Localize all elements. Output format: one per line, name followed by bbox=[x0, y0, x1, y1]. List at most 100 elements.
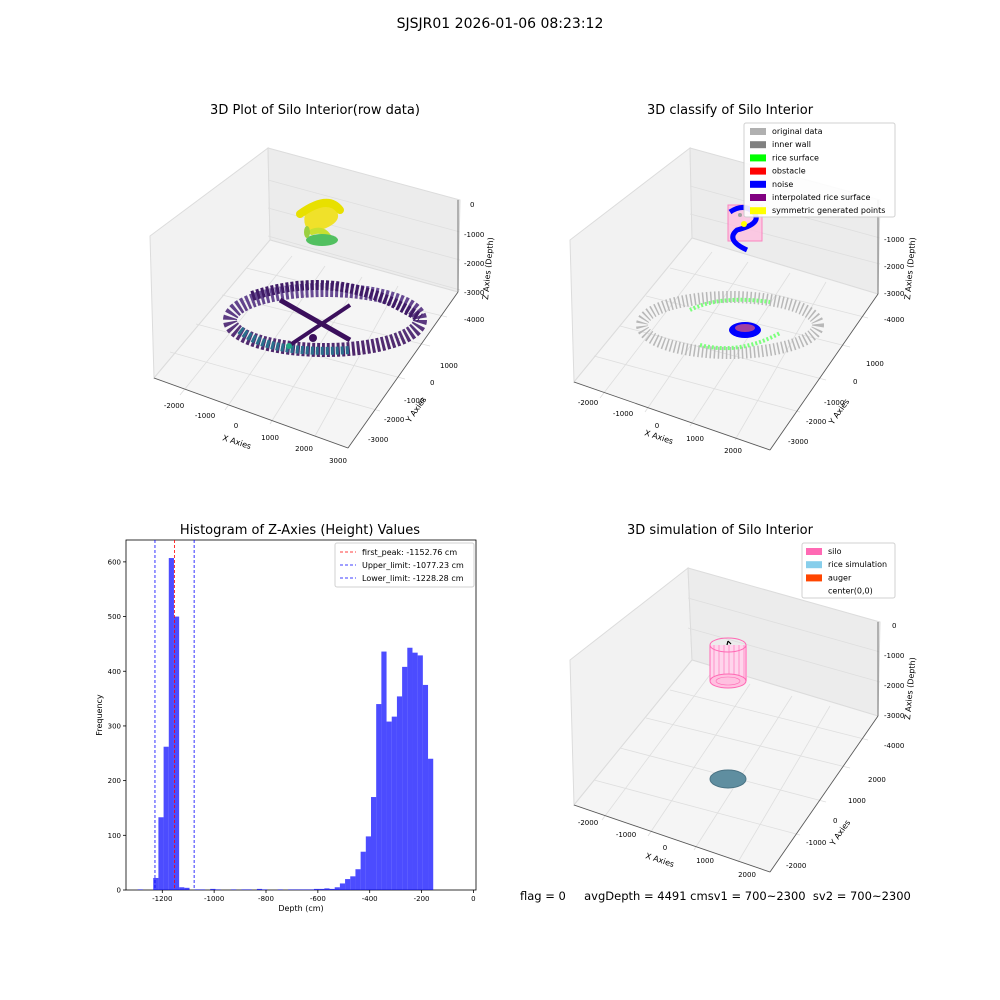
histogram-bar bbox=[158, 817, 164, 890]
p4-xlabel: X Axies bbox=[644, 851, 675, 869]
p1-ytick: 1000 bbox=[440, 362, 458, 370]
legend-label: rice surface bbox=[772, 153, 819, 162]
legend-label: original data bbox=[772, 127, 823, 136]
p1-ytick: -2000 bbox=[384, 416, 404, 424]
legend-label: interpolated rice surface bbox=[772, 193, 870, 202]
histogram-ytick-label: 200 bbox=[108, 777, 121, 785]
p4-xtick: 2000 bbox=[738, 871, 756, 879]
p2-ztick: -4000 bbox=[884, 316, 904, 324]
p4-ztick: -3000 bbox=[884, 712, 904, 720]
p2-ytick: 0 bbox=[853, 378, 857, 386]
histogram-vlines bbox=[154, 540, 195, 890]
p2-xtick: 2000 bbox=[724, 447, 742, 455]
panel4-legend-frame bbox=[801, 542, 896, 599]
histogram-bar bbox=[319, 888, 325, 890]
panel1-point-cloud bbox=[223, 199, 427, 357]
p1-xtick: 0 bbox=[234, 422, 238, 430]
legend-label: silo bbox=[828, 547, 842, 556]
histogram-plot: -1200 -1000 -800 -600 -400 -200 0 0 100 200 300 40… bbox=[95, 539, 477, 913]
legend-label: noise bbox=[772, 180, 793, 189]
histogram-title: Histogram of Z-Axies (Height) Values bbox=[179, 523, 421, 538]
p4-ylabel: Y Axies bbox=[828, 818, 853, 848]
histogram-bar bbox=[308, 889, 314, 890]
histogram-xtick-label: -600 bbox=[310, 895, 326, 903]
legend-label: center(0,0) bbox=[828, 587, 873, 596]
histogram-bar bbox=[365, 836, 371, 890]
p1-zlabel: Z Axies (Depth) bbox=[481, 237, 495, 300]
histogram-xtick-label: -800 bbox=[258, 895, 274, 903]
histogram-legend: first_peak: -1152.76 cm Upper_limit: -107… bbox=[340, 548, 464, 583]
histogram-bar bbox=[355, 869, 361, 890]
histogram-legend-label: Upper_limit: -1077.23 cm bbox=[362, 561, 464, 570]
panel2-legend-items: original data inner wall rice surface obsta… bbox=[750, 127, 885, 215]
histogram-bar bbox=[339, 883, 346, 890]
histogram-yticks: 0 100 200 300 400 500 600 bbox=[108, 558, 126, 895]
histogram-bar bbox=[386, 721, 392, 890]
histogram-bar bbox=[199, 889, 206, 890]
histogram-bar bbox=[345, 879, 351, 890]
p1-ytick: -3000 bbox=[368, 436, 388, 444]
panel2-3d-axes bbox=[569, 147, 881, 451]
p2-ztick: -3000 bbox=[884, 290, 904, 298]
histogram-bar bbox=[396, 696, 403, 890]
histogram-ytick-label: 400 bbox=[108, 668, 121, 676]
histogram-bar bbox=[422, 684, 429, 890]
panel4-legend-items: silo rice simulation auger center(0,0) bbox=[806, 547, 887, 596]
legend-swatch bbox=[750, 141, 766, 149]
histogram-bar bbox=[391, 716, 397, 890]
figure-title: SJSJR01 2026-01-06 08:23:12 bbox=[396, 16, 604, 32]
histogram-bar bbox=[231, 889, 237, 890]
histogram-xtick-label: -1000 bbox=[204, 895, 224, 903]
legend-swatch bbox=[750, 207, 766, 215]
histogram-bar bbox=[417, 655, 423, 890]
histogram-bar bbox=[371, 797, 377, 890]
p2-ytick: -3000 bbox=[788, 438, 808, 446]
histogram-bars bbox=[137, 558, 434, 890]
p4-ytick: 2000 bbox=[868, 776, 886, 784]
p4-xtick: -1000 bbox=[616, 831, 636, 839]
p2-ytick: -2000 bbox=[806, 418, 826, 426]
legend-swatch bbox=[806, 548, 822, 555]
panel2-title: 3D classify of Silo Interior bbox=[646, 103, 814, 118]
histogram-ytick-label: 300 bbox=[108, 722, 121, 730]
p1-ztick: -1000 bbox=[464, 231, 484, 239]
histogram-ylabel: Frequency bbox=[95, 694, 104, 736]
legend-swatch bbox=[750, 128, 766, 135]
panel4-tick-labels: -2000 -1000 0 1000 2000 2000 1000 0 -100… bbox=[578, 622, 905, 879]
legend-label: auger bbox=[828, 573, 852, 582]
p2-xtick: 0 bbox=[655, 422, 659, 430]
p1-xtick: 3000 bbox=[329, 457, 347, 465]
histogram-bar bbox=[210, 888, 216, 890]
histogram-bar bbox=[241, 889, 247, 890]
p1-ztick: -4000 bbox=[464, 316, 484, 324]
histogram-ytick-label: 500 bbox=[108, 613, 121, 621]
p2-xlabel: X Axies bbox=[643, 428, 674, 446]
histogram-xticks: -1200 -1000 -800 -600 -400 -200 0 bbox=[152, 890, 476, 903]
legend-swatch bbox=[750, 154, 766, 162]
histogram-bar bbox=[288, 889, 294, 890]
histogram-ytick-label: 600 bbox=[108, 558, 121, 566]
legend-label: symmetric generated points bbox=[772, 206, 885, 215]
p4-ztick: -2000 bbox=[884, 682, 904, 690]
legend-swatch bbox=[750, 194, 766, 201]
legend-label: obstacle bbox=[772, 167, 806, 176]
panel4-simulation bbox=[709, 637, 747, 789]
p2-ztick: -2000 bbox=[884, 263, 904, 271]
histogram-bar bbox=[194, 889, 200, 890]
legend-swatch bbox=[806, 574, 822, 582]
histogram-bar bbox=[334, 887, 340, 890]
p4-ytick: -2000 bbox=[786, 862, 806, 870]
histogram-bar bbox=[313, 888, 320, 890]
p1-ytick: -1000 bbox=[404, 397, 424, 405]
histogram-legend-label: Lower_limit: -1228.28 cm bbox=[362, 574, 464, 583]
p4-ytick: 1000 bbox=[848, 797, 866, 805]
p2-xtick: -1000 bbox=[613, 410, 633, 418]
status-line: flag = 0 avgDepth = 4491 cmsv1 = 700~230… bbox=[520, 889, 911, 903]
histogram-ytick-label: 0 bbox=[117, 887, 121, 895]
histogram-bar bbox=[184, 887, 190, 890]
legend-frame bbox=[743, 122, 896, 218]
histogram-bar bbox=[277, 889, 283, 890]
legend-label: rice simulation bbox=[828, 560, 887, 569]
p1-xtick: -1000 bbox=[195, 412, 215, 420]
panel2-tick-labels: -2000 -1000 0 1000 2000 1000 0 -1000 -20… bbox=[578, 236, 905, 455]
